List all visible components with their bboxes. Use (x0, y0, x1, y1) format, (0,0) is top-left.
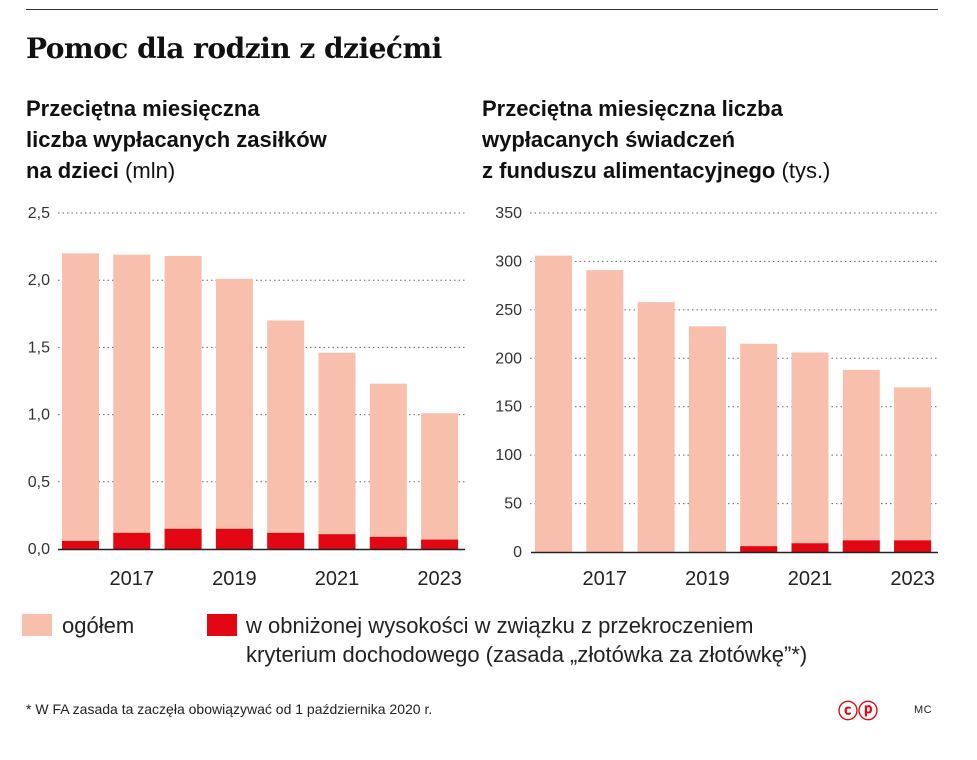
chart1-x-tick-label: 2023 (417, 568, 462, 590)
chart2-y-tick-label: 100 (495, 447, 522, 464)
chart1-y-tick-label: 2,5 (28, 205, 50, 222)
chart1-x-tick-label: 2021 (315, 568, 360, 590)
chart2-bar-total (535, 255, 572, 553)
chart2-bar-total (842, 369, 880, 552)
footnote: * W FA zasada ta zaczęła obowiązywać od … (26, 701, 433, 717)
chart1-y-tick-label: 2,0 (28, 272, 50, 289)
chart1-bar-total (369, 383, 407, 549)
chart2-x-tick-label: 2017 (583, 568, 628, 590)
legend-label-reduced: w obniżonej wysokości w związku z przekr… (246, 611, 807, 669)
chart2-bar-total (586, 270, 624, 552)
chart1-bar-reduced (62, 540, 99, 549)
chart1-bar-reduced (164, 528, 202, 549)
chart2-bar-reduced (894, 540, 932, 552)
chart2-bar-total (791, 352, 829, 552)
chart1-bar-total (421, 413, 459, 549)
chart2-y-tick-label: 300 (495, 253, 522, 270)
chart2-x-tick-label: 2023 (890, 568, 935, 590)
chart1-bar-total (267, 320, 305, 549)
chart1-title: Przeciętna miesięczna liczba wypłacanych… (26, 93, 446, 186)
chart2-y-tick-label: 350 (495, 205, 522, 222)
chart1-bar-total (113, 254, 151, 549)
chart2-title-line3: z funduszu alimentacyjnego (482, 158, 776, 183)
author-initials: MC (914, 704, 933, 716)
charts-canvas: 0,0 0,5 1,0 1,5 2,0 2,5 2017 2019 2021 2023 0 50 100… (28, 205, 938, 590)
chart2-bar-total (894, 387, 932, 552)
chart1-bar-reduced (215, 528, 253, 549)
legend-swatch-reduced (207, 614, 237, 636)
legend-swatch-total (22, 614, 52, 636)
chart1-bar-reduced (113, 532, 151, 549)
chart1-x-tick-label: 2019 (212, 568, 257, 590)
chart1-title-line2: liczba wypłacanych zasiłków (26, 127, 327, 152)
chart1-y-tick-label: 1,0 (28, 407, 50, 424)
chart2-y-tick-label: 50 (504, 496, 522, 513)
chart2-bar-total (688, 326, 726, 552)
chart1-bar-total (215, 278, 253, 549)
chart2-title: Przeciętna miesięczna liczba wypłacanych… (482, 93, 942, 186)
chart2-y-tick-label: 250 (495, 302, 522, 319)
chart1-bar-reduced (421, 539, 459, 549)
chart1-x-tick-label: 2017 (110, 568, 155, 590)
chart2-bar-total (740, 343, 778, 552)
chart2-bar-total (637, 302, 675, 552)
chart2-title-line1: Przeciętna miesięczna liczba (482, 96, 783, 121)
page-title: Pomoc dla rodzin z dziećmi (26, 32, 442, 65)
chart1-y-tick-label: 0,5 (28, 474, 50, 491)
legend-label-total: ogółem (62, 613, 135, 638)
chart1-bar-total (318, 352, 356, 549)
chart1-bar-total (62, 253, 99, 549)
chart1-y-tick-label: 0,0 (28, 541, 50, 558)
chart2-bar-reduced (740, 546, 778, 552)
chart1-bar-reduced (369, 536, 407, 549)
chart2-x-tick-label: 2021 (788, 568, 833, 590)
chart1-bar-reduced (318, 534, 356, 549)
chart2-title-unit: (tys.) (781, 158, 831, 183)
top-rule (26, 9, 938, 10)
chart1-title-line3: na dzieci (26, 158, 119, 183)
legend-label-reduced-line2: kryterium dochodowego (zasada „złotówka … (246, 642, 808, 667)
chart2-bar-reduced (842, 540, 880, 552)
chart2-bar-reduced (791, 543, 829, 552)
chart2-y-tick-label: 150 (495, 399, 522, 416)
chart1-bar-total (164, 256, 202, 549)
chart1-title-unit: (mln) (125, 158, 176, 183)
chart2-title-line2: wypłacanych świadczeń (482, 127, 736, 152)
chart1-y-tick-label: 1,5 (28, 339, 50, 356)
chart2-y-tick-label: 0 (513, 544, 522, 561)
copyright-logo: ⓒⓟ (838, 701, 878, 723)
chart2-y-tick-label: 200 (495, 350, 522, 367)
chart1-title-line1: Przeciętna miesięczna (26, 96, 260, 121)
chart1-bar-reduced (267, 532, 305, 549)
legend-label-reduced-line1: w obniżonej wysokości w związku z przekr… (246, 613, 754, 638)
chart2-x-tick-label: 2019 (685, 568, 730, 590)
